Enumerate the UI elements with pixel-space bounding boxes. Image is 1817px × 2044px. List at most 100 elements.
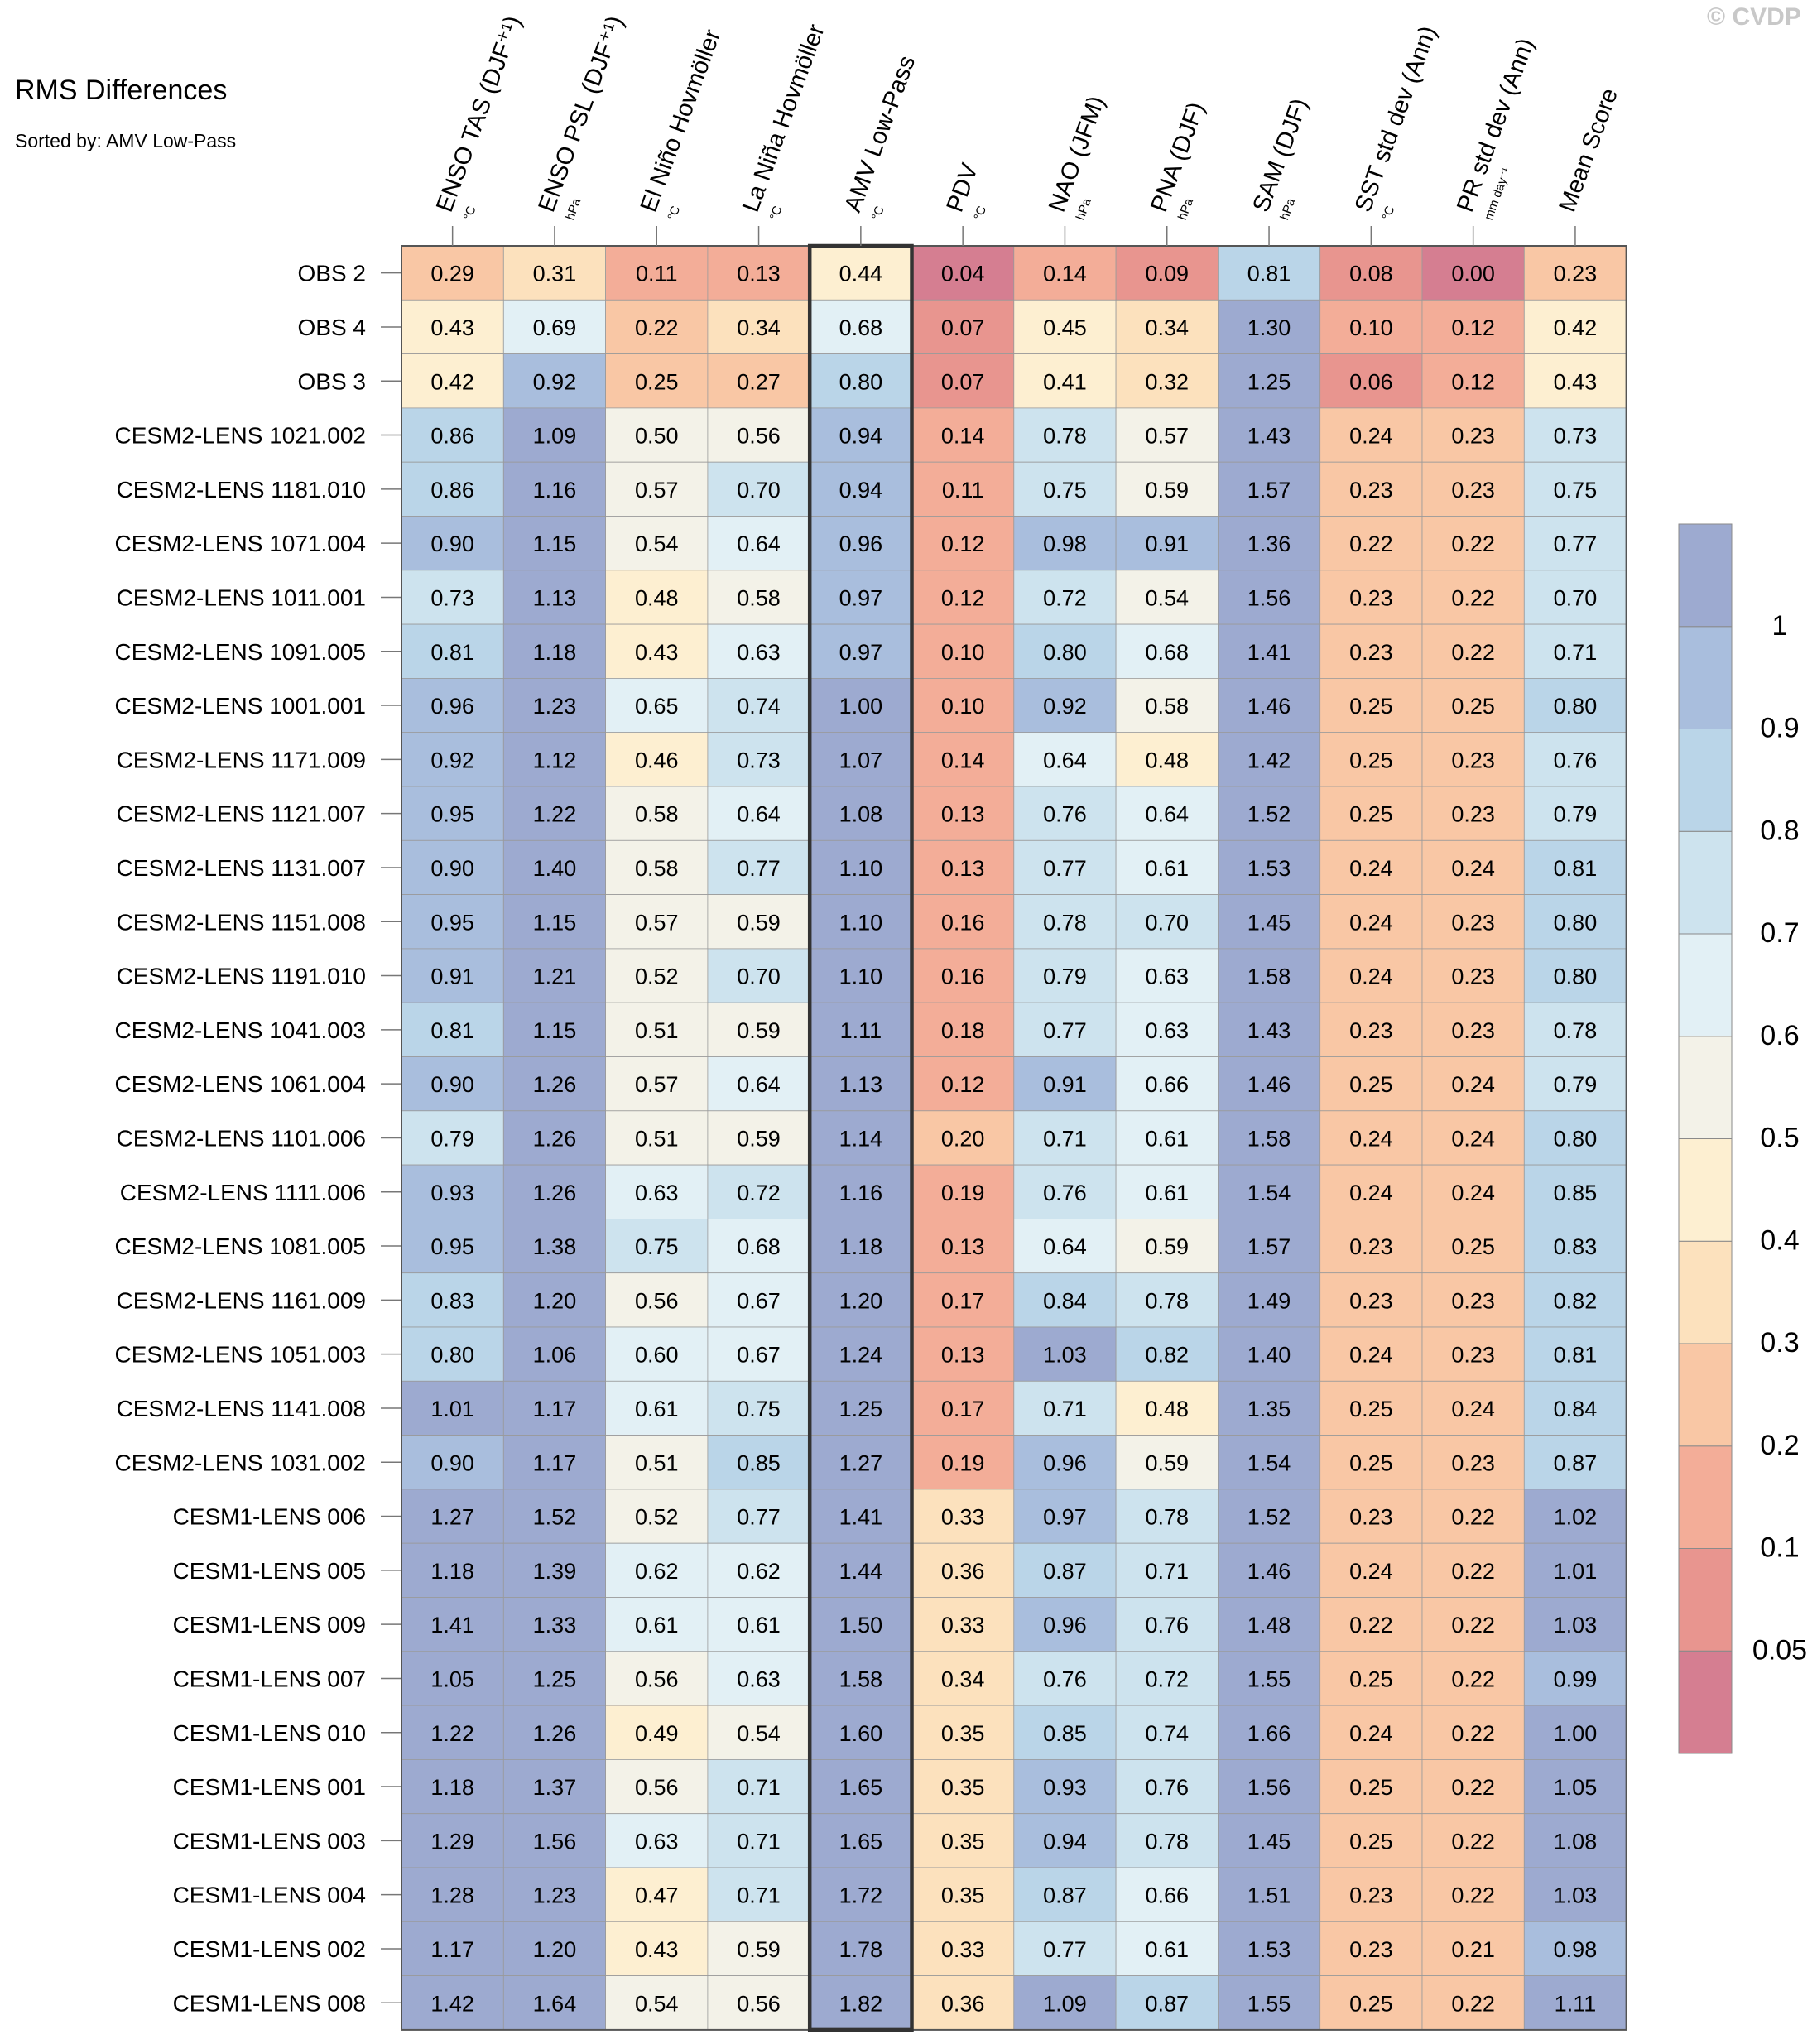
- heatmap-cell: [1319, 1326, 1423, 1382]
- cell-value-label: 1.22: [533, 802, 577, 827]
- row-label: CESM2-LENS 1041.003: [114, 1017, 366, 1043]
- cell-value-label: 0.43: [430, 315, 474, 340]
- heatmap-cell: [911, 1651, 1015, 1706]
- heatmap-cell: [1421, 839, 1525, 895]
- cell-value-label: 0.93: [1043, 1775, 1087, 1800]
- cell-value-label: 0.56: [635, 1666, 679, 1691]
- heatmap-cell: [911, 299, 1015, 354]
- heatmap-cell: [1421, 1380, 1525, 1436]
- cell-value-label: 0.54: [635, 531, 679, 556]
- cell-value-label: 0.24: [1349, 856, 1393, 881]
- heatmap-cell: [1218, 1110, 1321, 1166]
- cell-value-label: 0.33: [941, 1505, 985, 1530]
- heatmap-cell: [1421, 623, 1525, 679]
- row-label: CESM2-LENS 1101.006: [117, 1125, 366, 1151]
- cell-value-label: 1.17: [533, 1397, 577, 1421]
- column-header-label: Mean Score: [1554, 85, 1623, 216]
- cell-value-label: 0.58: [635, 802, 679, 827]
- colorbar-tick-label: 0.05: [1752, 1634, 1807, 1666]
- heatmap-cell: [1319, 894, 1423, 950]
- heatmap-cell: [1319, 1164, 1423, 1219]
- heatmap-cell: [401, 1002, 504, 1057]
- column-unit-label: hPa: [563, 196, 584, 223]
- heatmap-cell: [1218, 1705, 1321, 1760]
- heatmap-cell: [605, 407, 709, 463]
- heatmap-cell: [1218, 1758, 1321, 1815]
- heatmap-cell: [1115, 407, 1219, 463]
- cell-value-label: 0.42: [430, 369, 474, 394]
- colorbar-segment: [1678, 1240, 1733, 1344]
- cell-value-label: 0.60: [635, 1343, 679, 1368]
- cell-value-label: 1.12: [533, 748, 577, 772]
- column-header: NAO (JFM)hPa: [1044, 93, 1110, 223]
- cell-value-label: 1.00: [839, 694, 883, 719]
- heatmap-cell: [1115, 1597, 1219, 1652]
- cell-value-label: 1.20: [533, 1288, 577, 1313]
- cell-value-label: 0.85: [1554, 1181, 1598, 1205]
- heatmap-cell: [1421, 1867, 1525, 1922]
- cell-value-label: 1.46: [1247, 1072, 1291, 1097]
- row-label: CESM1-LENS 001: [173, 1774, 366, 1800]
- heatmap-cell: [809, 1380, 912, 1436]
- heatmap-cell: [401, 1435, 504, 1490]
- heatmap-cell: [1523, 1326, 1627, 1382]
- cell-value-label: 0.97: [839, 585, 883, 610]
- heatmap-cell: [1115, 1651, 1219, 1706]
- heatmap-cell: [401, 786, 504, 841]
- heatmap-cell: [1218, 299, 1321, 354]
- row-label: CESM1-LENS 005: [173, 1558, 366, 1584]
- cell-value-label: 0.63: [1145, 1018, 1189, 1043]
- cell-value-label: 0.17: [941, 1397, 985, 1421]
- cell-value-label: 0.72: [1043, 585, 1087, 610]
- heatmap-cell: [809, 948, 912, 1003]
- cell-value-label: 0.58: [1145, 694, 1189, 719]
- cell-value-label: 1.40: [533, 856, 577, 881]
- cell-value-label: 0.81: [430, 1018, 474, 1043]
- cell-value-label: 1.42: [430, 1991, 474, 2016]
- heatmap-cell: [809, 570, 912, 625]
- cell-value-label: 1.30: [1247, 315, 1291, 340]
- row-label: CESM1-LENS 003: [173, 1828, 366, 1854]
- heatmap-cell: [809, 839, 912, 895]
- cell-value-label: 0.91: [1043, 1072, 1087, 1097]
- cell-value-label: 0.24: [1451, 1397, 1495, 1421]
- cell-value-label: 0.93: [430, 1181, 474, 1205]
- heatmap-cell: [1319, 786, 1423, 841]
- colorbar-tick-label: 0.3: [1760, 1327, 1799, 1359]
- cell-value-label: 0.73: [1554, 424, 1598, 449]
- heatmap-cell: [1218, 1975, 1321, 2031]
- cell-value-label: 1.18: [430, 1775, 474, 1800]
- heatmap-cell: [809, 1975, 912, 2031]
- cell-value-label: 1.37: [533, 1775, 577, 1800]
- heatmap-cell: [911, 732, 1015, 787]
- cell-value-label: 1.26: [533, 1126, 577, 1151]
- colorbar-tick-label: 0.2: [1760, 1430, 1799, 1461]
- cell-value-label: 0.96: [1043, 1450, 1087, 1475]
- heatmap-cell: [911, 516, 1015, 571]
- heatmap-cell: [809, 1110, 912, 1166]
- heatmap-cell: [502, 948, 606, 1003]
- cell-value-label: 0.57: [1145, 424, 1189, 449]
- heatmap-cell: [401, 1867, 504, 1922]
- heatmap-cell: [605, 1651, 709, 1706]
- column-header: ENSO TAS (DJF⁺¹)°C: [431, 12, 526, 222]
- heatmap-cell: [911, 1219, 1015, 1274]
- heatmap-cell: [707, 516, 810, 571]
- column-unit-label: °C: [461, 204, 479, 222]
- cell-value-label: 0.76: [1554, 748, 1598, 772]
- column-header-label: SST std dev (Ann): [1350, 22, 1442, 215]
- heatmap-cell: [1013, 1651, 1117, 1706]
- cell-value-label: 1.22: [430, 1721, 474, 1746]
- row-label: CESM1-LENS 006: [173, 1504, 366, 1530]
- cell-value-label: 0.25: [635, 369, 679, 394]
- heatmap-cell: [911, 1110, 1015, 1166]
- cell-value-label: 0.24: [1349, 964, 1393, 989]
- heatmap-cell: [1218, 1435, 1321, 1490]
- heatmap-cell: [809, 516, 912, 571]
- heatmap-cell: [1421, 1219, 1525, 1274]
- heatmap-cell: [1523, 570, 1627, 625]
- cell-value-label: 1.21: [533, 964, 577, 989]
- cell-value-label: 1.82: [839, 1991, 883, 2016]
- cell-value-label: 1.27: [839, 1450, 883, 1475]
- cell-value-label: 0.25: [1349, 748, 1393, 772]
